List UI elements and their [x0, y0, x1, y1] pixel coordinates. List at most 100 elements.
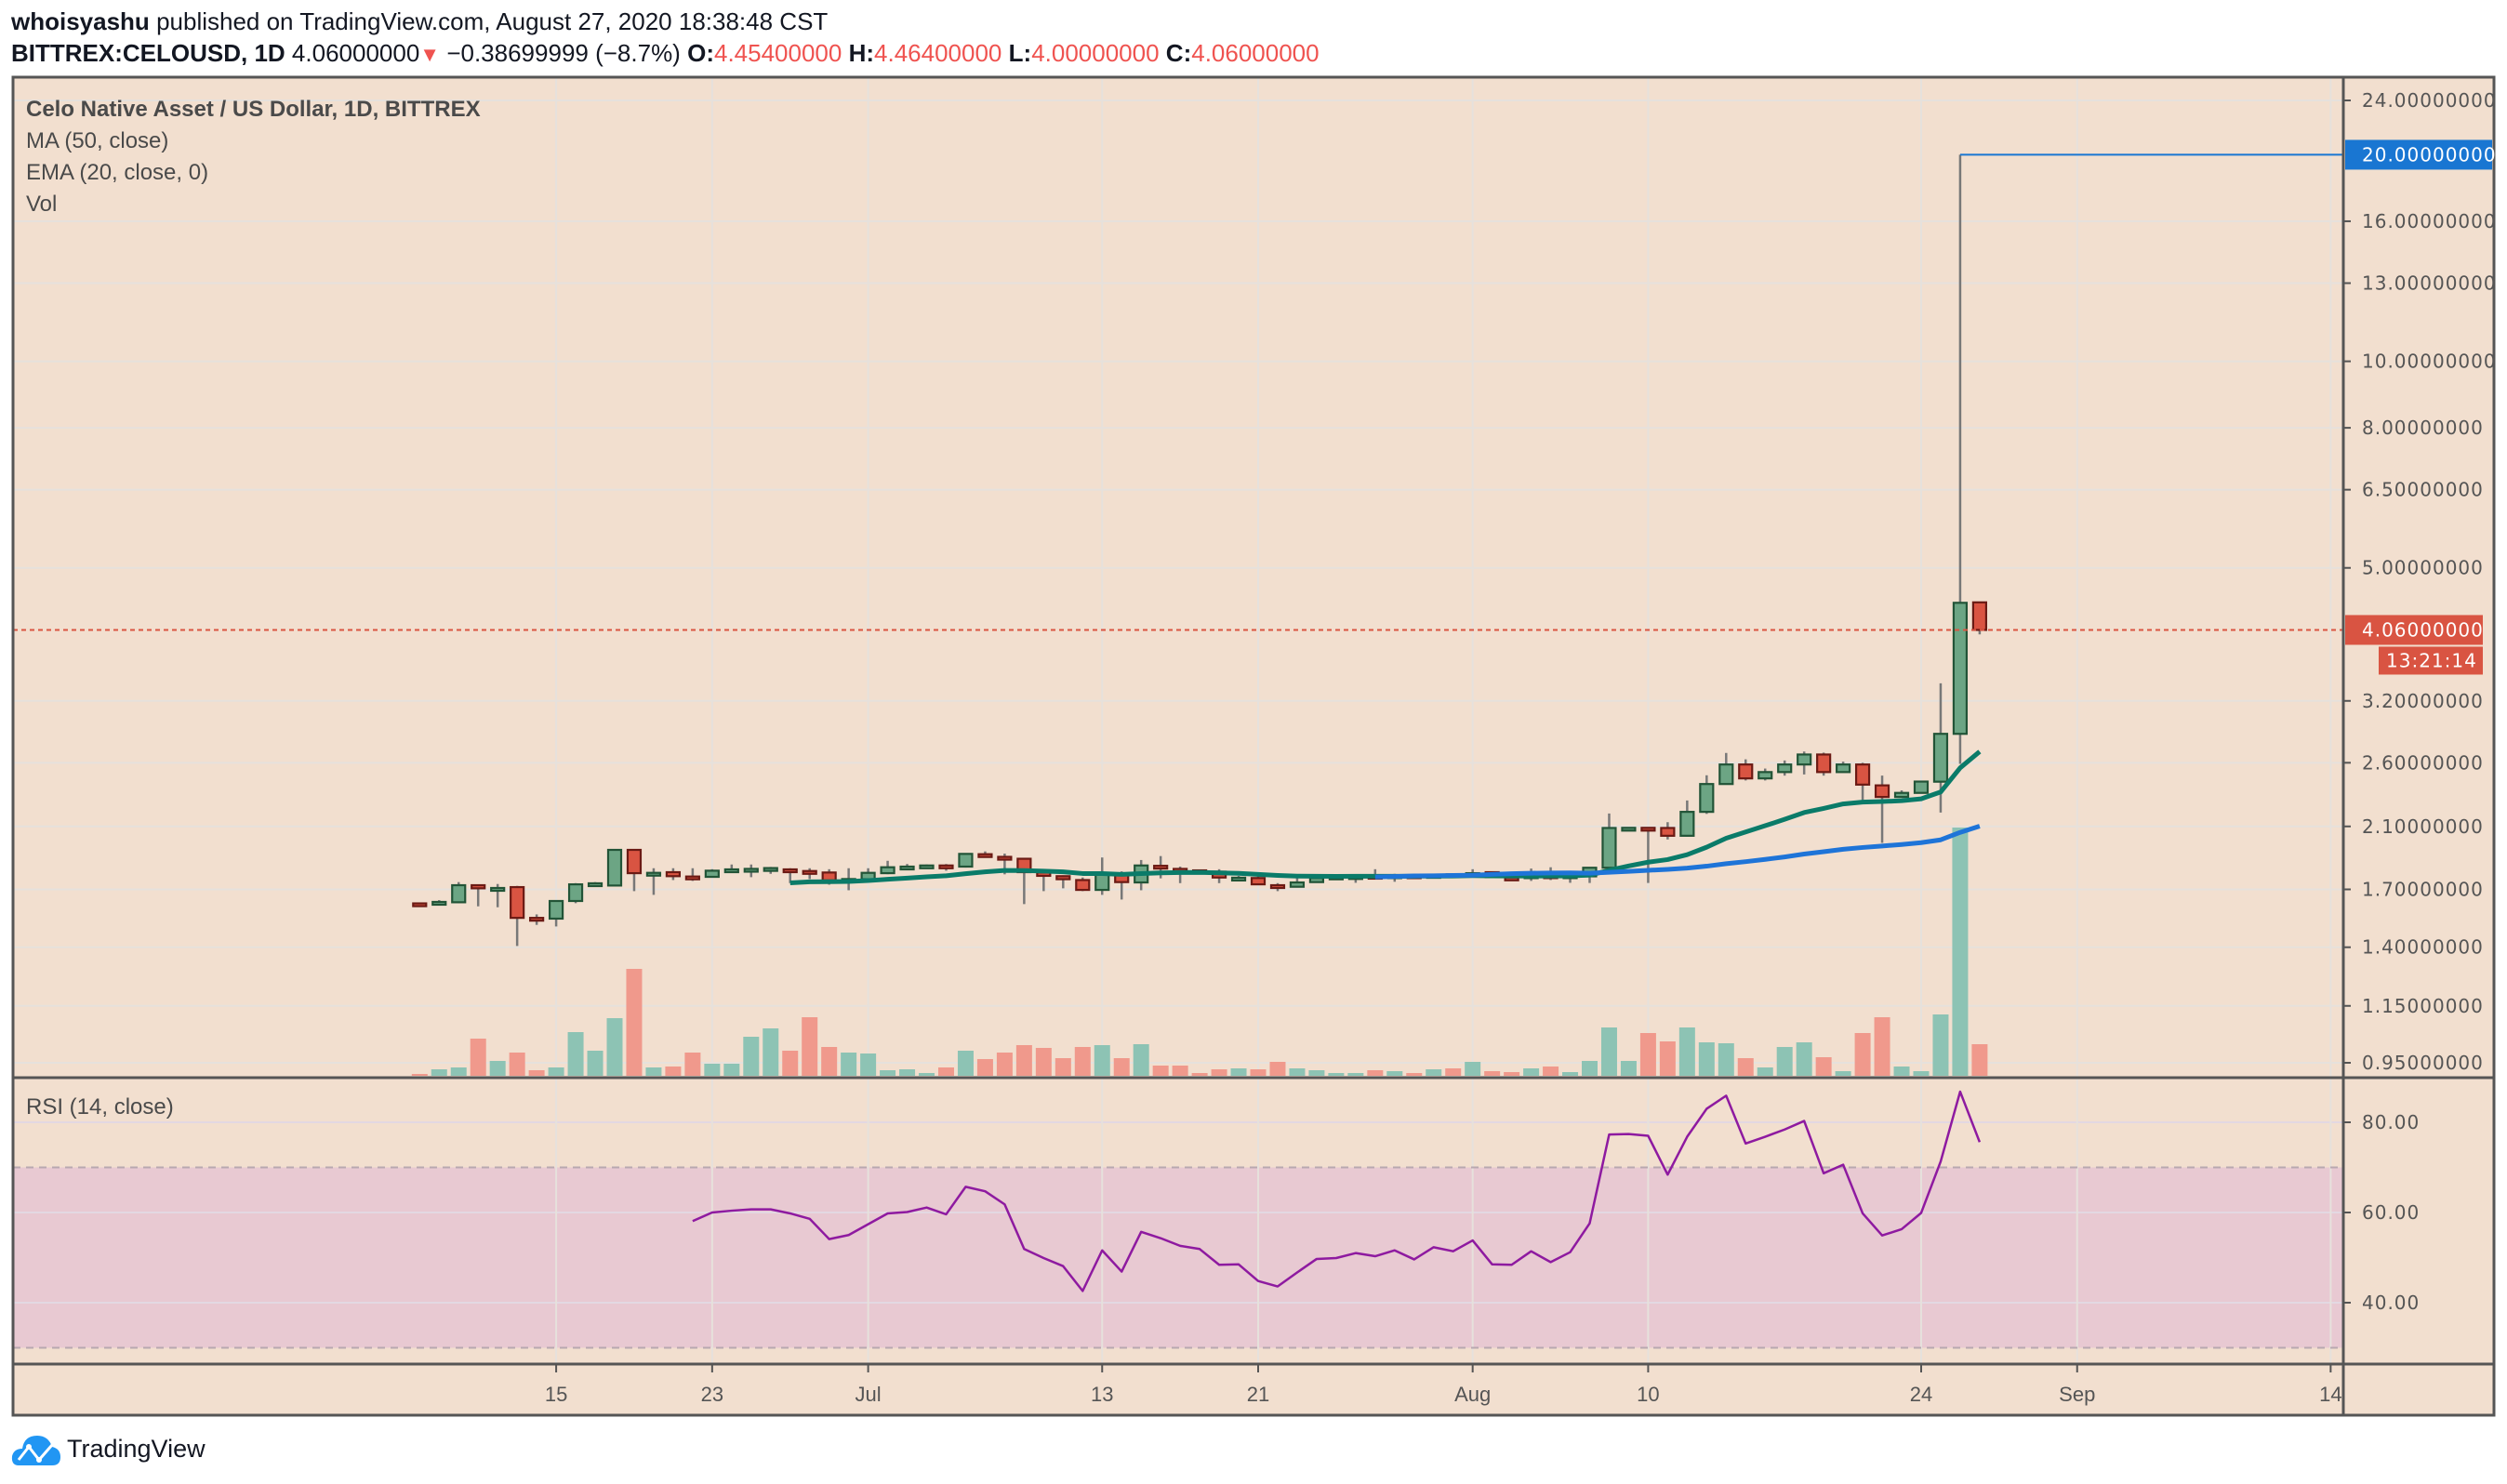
- volume-bar: [957, 1051, 974, 1076]
- candle-up: [763, 867, 778, 872]
- volume-bar: [1152, 1066, 1169, 1076]
- volume-bar: [606, 1018, 623, 1076]
- volume-bar: [1523, 1068, 1540, 1076]
- volume-bar: [1328, 1073, 1345, 1076]
- time-tick-label: 13: [1091, 1383, 1113, 1406]
- volume-bar: [411, 1074, 428, 1076]
- candle-up: [1777, 763, 1793, 774]
- candle-down: [1055, 875, 1071, 881]
- legend-ma[interactable]: MA (50, close): [26, 128, 169, 153]
- volume-bar: [1913, 1071, 1930, 1076]
- volume-bar: [528, 1070, 545, 1076]
- volume-bar: [1600, 1027, 1617, 1076]
- candle-up: [1718, 763, 1734, 786]
- chart-frame: [11, 75, 2496, 1417]
- volume-bar: [1465, 1062, 1481, 1076]
- volume-bar: [802, 1017, 818, 1076]
- rsi-band: [13, 1167, 2343, 1348]
- volume-bar: [976, 1059, 993, 1076]
- candle-down: [1874, 784, 1890, 799]
- volume-bar: [1854, 1033, 1871, 1076]
- low-value: 4.00000000: [1031, 39, 1160, 67]
- candle-up: [431, 900, 447, 907]
- current-price-label: [2345, 615, 2483, 645]
- symbol-label: BITTREX:CELOUSD, 1D: [11, 39, 285, 67]
- volume-bar: [1757, 1067, 1773, 1076]
- volume-bar: [489, 1061, 506, 1076]
- horizontal-line-price-text: 20.00000000: [2362, 143, 2497, 166]
- volume-bar: [1952, 828, 1969, 1076]
- candle-up: [1952, 602, 1969, 735]
- candle-up: [1913, 780, 1930, 794]
- volume-bar: [1835, 1071, 1851, 1076]
- candle-down: [1153, 865, 1169, 870]
- price-tick-label: 1.70000000: [2362, 878, 2484, 900]
- volume-bar: [704, 1064, 721, 1076]
- volume-bar: [1562, 1072, 1579, 1076]
- volume-bar: [1347, 1073, 1364, 1076]
- candle-down: [997, 855, 1013, 861]
- candle-up: [1601, 827, 1617, 869]
- candle-down: [938, 864, 954, 869]
- candle-down: [1738, 763, 1754, 780]
- candle-up: [606, 848, 623, 887]
- legend-volume[interactable]: Vol: [26, 192, 58, 217]
- close-label: C:: [1165, 39, 1192, 67]
- candle-down: [1971, 601, 1987, 631]
- volume-bar: [1971, 1044, 1988, 1076]
- volume-bar: [1074, 1047, 1091, 1076]
- candle-up: [880, 866, 895, 875]
- volume-bar: [763, 1028, 779, 1076]
- price-tick-label: 24.00000000: [2362, 89, 2497, 112]
- volume-bar: [548, 1067, 564, 1076]
- candle-up: [1230, 876, 1247, 882]
- volume-bar: [1289, 1068, 1306, 1076]
- volume-bar: [450, 1067, 467, 1076]
- volume-bar: [1484, 1071, 1501, 1076]
- candle-down: [1816, 753, 1832, 774]
- volume-bar: [1543, 1067, 1559, 1076]
- tradingview-cloud-logo-icon: [11, 1436, 60, 1465]
- last-price: 4.06000000: [291, 39, 420, 67]
- price-tick-label: 2.10000000: [2362, 815, 2484, 838]
- candle-up: [919, 864, 935, 869]
- time-tick-label: 21: [1247, 1383, 1269, 1406]
- price-change: −0.38699999 (−8.7%): [446, 39, 681, 67]
- author-name[interactable]: whoisyashu: [11, 7, 150, 35]
- candle-down: [782, 868, 798, 874]
- volume-bar: [782, 1051, 799, 1076]
- current-price-text: 4.06000000: [2362, 618, 2484, 641]
- volume-bar: [1504, 1072, 1520, 1076]
- candle-up: [1679, 811, 1695, 837]
- candle-down: [1250, 877, 1267, 886]
- legend-rsi[interactable]: RSI (14, close): [26, 1094, 174, 1120]
- symbol-info-bar: BITTREX:CELOUSD, 1D 4.06000000▼ −0.38699…: [11, 39, 1320, 68]
- volume-bar: [821, 1047, 838, 1076]
- volume-bar: [1055, 1058, 1071, 1076]
- volume-bar: [1230, 1068, 1247, 1076]
- time-tick-label: 23: [701, 1383, 723, 1406]
- candle-up: [567, 882, 584, 903]
- legend-ema[interactable]: EMA (20, close, 0): [26, 160, 209, 185]
- rsi-line: [692, 1090, 1982, 1292]
- tradingview-branding[interactable]: TradingView: [11, 1430, 206, 1467]
- candle-down: [471, 883, 486, 890]
- volume-bar: [937, 1067, 954, 1076]
- open-value: 4.45400000: [713, 39, 842, 67]
- volume-bar: [1582, 1061, 1598, 1076]
- candle-up: [1094, 873, 1110, 892]
- candle-down: [1640, 827, 1656, 832]
- candle-down: [821, 871, 837, 881]
- volume-bar: [1113, 1058, 1130, 1076]
- time-tick-label: 15: [545, 1383, 567, 1406]
- volume-bar: [743, 1037, 760, 1076]
- candle-down: [684, 875, 700, 881]
- volume-bar: [1191, 1073, 1208, 1076]
- price-tick-label: 2.60000000: [2362, 751, 2484, 774]
- time-tick-label: Aug: [1454, 1383, 1491, 1406]
- chart-title: Celo Native Asset / US Dollar, 1D, BITTR…: [26, 97, 481, 122]
- bar-countdown-text: 13:21:14: [2386, 649, 2477, 671]
- volume-bar: [1386, 1071, 1403, 1076]
- rsi-tick-label: 80.00: [2362, 1111, 2420, 1133]
